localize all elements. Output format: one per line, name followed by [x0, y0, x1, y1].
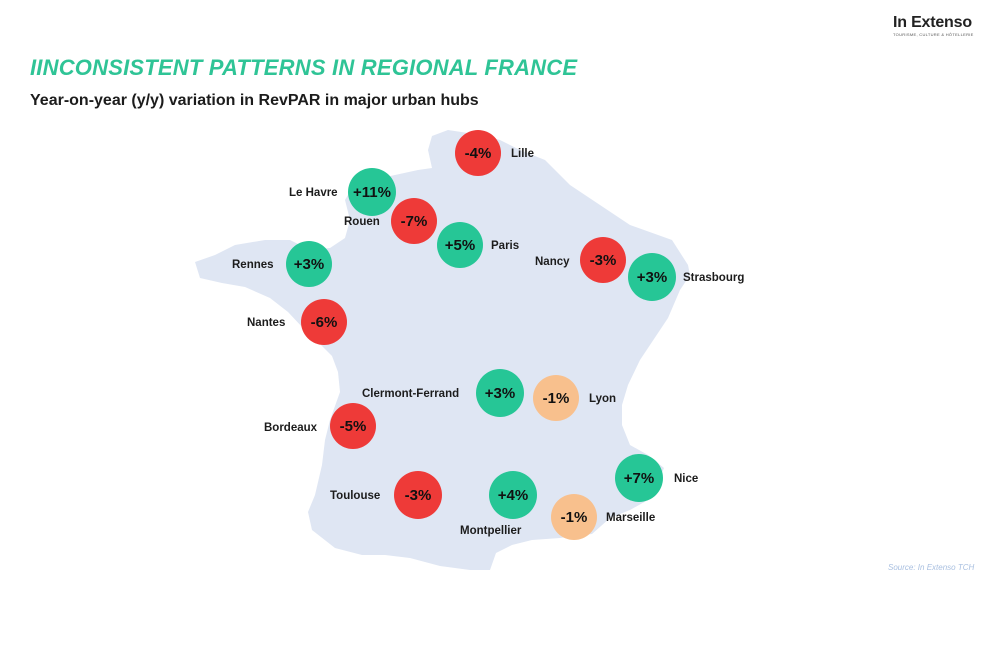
city-value-badge: +3% — [628, 253, 676, 301]
city-value-badge: -7% — [391, 198, 437, 244]
city-label: Paris — [491, 240, 520, 252]
city-label: Lyon — [589, 393, 617, 405]
logo-name: In Extenso — [893, 14, 972, 31]
city-label: Strasbourg — [683, 272, 745, 284]
city-label: Lille — [511, 148, 535, 160]
city-label: Toulouse — [330, 490, 381, 502]
france-outline — [195, 130, 690, 570]
city-label: Rouen — [344, 216, 380, 228]
city-label: Marseille — [606, 512, 656, 524]
city-label: Montpellier — [460, 525, 522, 537]
city-value-badge: -3% — [394, 471, 442, 519]
city-value-badge: +3% — [286, 241, 332, 287]
city-label: Bordeaux — [264, 422, 318, 434]
city-label: Nancy — [535, 256, 570, 268]
city-value-badge: -4% — [455, 130, 501, 176]
city-label: Rennes — [232, 259, 274, 271]
city-value-badge: +5% — [437, 222, 483, 268]
city-value-badge: +7% — [615, 454, 663, 502]
city-value-badge: -5% — [330, 403, 376, 449]
city-label: Le Havre — [289, 187, 338, 199]
page-subtitle: Year-on-year (y/y) variation in RevPAR i… — [30, 92, 479, 109]
city-value-badge: -1% — [533, 375, 579, 421]
page-title: IINCONSISTENT PATTERNS IN REGIONAL FRANC… — [30, 55, 578, 80]
city-value-badge: +3% — [476, 369, 524, 417]
city-value-badge: -6% — [301, 299, 347, 345]
city-value-badge: +11% — [348, 168, 396, 216]
logo-tagline: TOURISME, CULTURE & HÔTELLERIE — [893, 32, 974, 37]
source-note: Source: In Extenso TCH — [888, 563, 975, 572]
city-label: Nantes — [247, 317, 286, 329]
city-value-badge: +4% — [489, 471, 537, 519]
in-extenso-logo: In Extenso TOURISME, CULTURE & HÔTELLERI… — [893, 14, 993, 37]
city-value-badge: -3% — [580, 237, 626, 283]
city-label: Clermont-Ferrand — [362, 388, 460, 400]
city-label: Nice — [674, 473, 699, 485]
city-value-badge: -1% — [551, 494, 597, 540]
